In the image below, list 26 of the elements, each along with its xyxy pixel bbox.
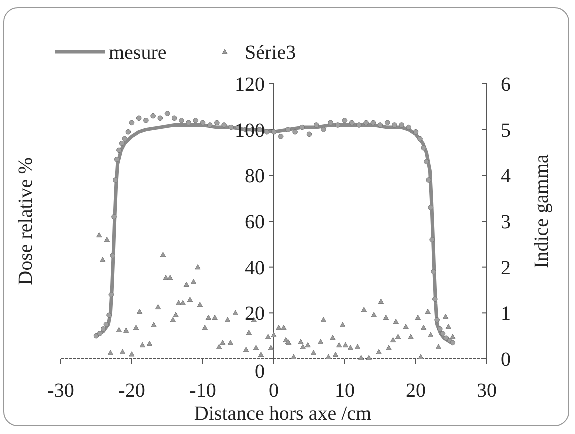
y-tick-label: 80	[245, 166, 265, 188]
x-tick-label: 0	[269, 380, 279, 402]
y-tick-label: 60	[245, 212, 265, 234]
x-tick-label: 20	[406, 380, 426, 402]
y-tick-label: 40	[245, 257, 265, 280]
x-tick-label: -10	[190, 380, 216, 402]
y2-axis-title: Indice gamma	[531, 154, 553, 268]
x-tick-label: -30	[48, 380, 74, 402]
legend-label: Série3	[245, 42, 296, 64]
x-tick-label: -20	[118, 380, 146, 402]
x-axis-title: Distance hors axe /cm	[194, 403, 372, 425]
y2-tick-label: 0	[501, 349, 511, 371]
x-tick-label: 30	[477, 380, 497, 402]
y-tick-label: 20	[245, 303, 265, 326]
y2-tick-label: 3	[501, 212, 511, 234]
y2-tick-label: 2	[501, 257, 511, 280]
y-axis-title: Dose relative %	[15, 158, 37, 286]
legend-label: mesure	[109, 42, 167, 64]
y2-tick-label: 1	[501, 303, 511, 326]
y2-tick-label: 5	[501, 120, 511, 142]
y2-tick-label: 4	[501, 166, 511, 188]
y-tick-label: 120	[235, 74, 265, 96]
y-tick-label: 0	[255, 361, 265, 383]
x-tick-label: 10	[335, 380, 355, 402]
y-tick-label: 100	[235, 120, 265, 142]
y2-tick-label: 6	[501, 74, 511, 96]
